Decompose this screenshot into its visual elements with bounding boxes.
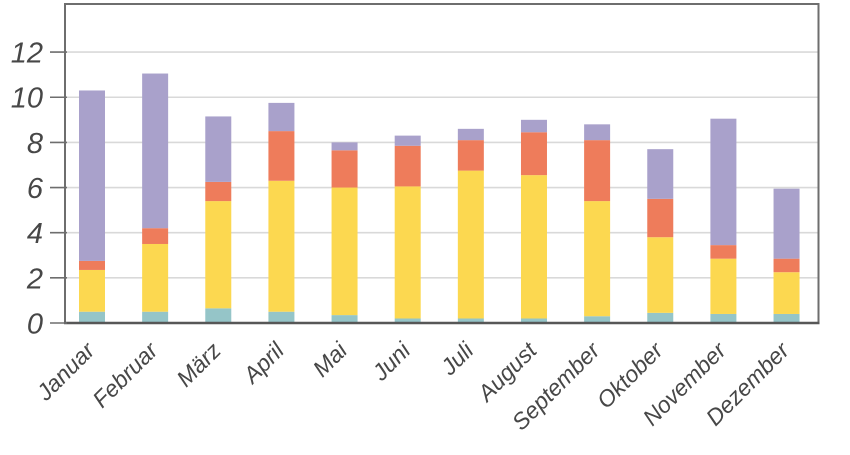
y-tick-label: 12 — [11, 38, 43, 70]
y-tick-label: 4 — [27, 218, 43, 250]
bar-segment-orange-september — [584, 140, 611, 202]
bar-segment-orange-mai — [331, 150, 358, 188]
bars — [79, 73, 800, 323]
y-axis-labels: 0 2 4 6 8 10 12 — [11, 38, 44, 341]
bar-segment-orange-juli — [457, 140, 484, 171]
y-tick-label: 2 — [26, 263, 43, 295]
y-tick-label: 8 — [27, 128, 43, 160]
y-tick-label: 10 — [11, 83, 43, 115]
bar-segment-yellow-juli — [457, 170, 484, 319]
bar-segment-yellow-dezember — [773, 272, 800, 314]
gridlines — [65, 51, 819, 279]
x-tick-label-februar: Februar — [87, 336, 163, 412]
bar-segment-yellow-oktober — [647, 237, 674, 313]
bar-segment-purple-november — [710, 118, 737, 246]
x-tick-label-juni: Juni — [366, 337, 416, 387]
bar-segment-purple-april — [268, 102, 295, 132]
bar-segment-teal-oktober — [647, 312, 674, 323]
bar-segment-purple-august — [520, 119, 547, 133]
bar-segment-teal-januar — [79, 311, 105, 323]
bar-segment-orange-juni — [394, 145, 421, 187]
bar-segment-teal-juli — [457, 318, 484, 323]
bar-segment-orange-oktober — [647, 198, 674, 238]
bar-segment-purple-dezember — [773, 188, 800, 259]
bar-segment-orange-februar — [142, 228, 169, 244]
bar-segment-purple-oktober — [647, 149, 674, 199]
bar-segment-teal-februar — [142, 311, 169, 323]
bar-segment-yellow-april — [268, 180, 295, 312]
bar-segment-yellow-februar — [142, 243, 169, 312]
bar-segment-purple-juli — [457, 128, 484, 141]
bar-segment-orange-dezember — [773, 258, 800, 273]
bar-segment-purple-september — [584, 124, 611, 141]
bar-segment-purple-märz — [205, 116, 232, 182]
x-tick-label-mai: Mai — [308, 337, 353, 382]
bar-segment-orange-januar — [79, 260, 105, 270]
bar-segment-yellow-november — [710, 258, 737, 314]
bar-segment-yellow-januar — [79, 269, 105, 312]
bar-segment-yellow-mai — [331, 187, 358, 316]
y-tick-label: 0 — [27, 308, 43, 340]
bar-segment-orange-april — [268, 131, 295, 181]
bar-segment-purple-januar — [79, 90, 105, 261]
bar-segment-teal-juni — [394, 318, 421, 323]
bar-segment-yellow-september — [584, 201, 611, 317]
bar-segment-teal-november — [710, 313, 737, 323]
bar-segment-purple-juni — [394, 135, 421, 146]
bar-segment-teal-september — [584, 316, 611, 323]
bar-segment-teal-märz — [205, 308, 232, 323]
y-axis-ticks — [50, 51, 67, 324]
bar-segment-orange-november — [710, 245, 737, 259]
bar-segment-teal-mai — [331, 315, 358, 323]
x-tick-label-april: April — [237, 337, 290, 390]
bar-segment-orange-august — [520, 132, 547, 176]
bar-segment-purple-februar — [142, 73, 169, 229]
bar-segment-yellow-juni — [394, 186, 421, 319]
bar-segment-purple-mai — [331, 142, 358, 151]
plot-border — [64, 3, 820, 325]
bar-segment-teal-april — [268, 311, 295, 323]
bar-segment-yellow-märz — [205, 201, 232, 309]
bar-segment-orange-märz — [205, 181, 232, 202]
y-tick-label: 6 — [27, 173, 44, 205]
bar-segment-teal-august — [520, 318, 547, 323]
x-tick-label-märz: März — [171, 337, 226, 392]
bar-segment-yellow-august — [520, 175, 547, 319]
x-tick-label-juli: Juli — [435, 337, 479, 381]
bar-segment-teal-dezember — [773, 313, 800, 323]
